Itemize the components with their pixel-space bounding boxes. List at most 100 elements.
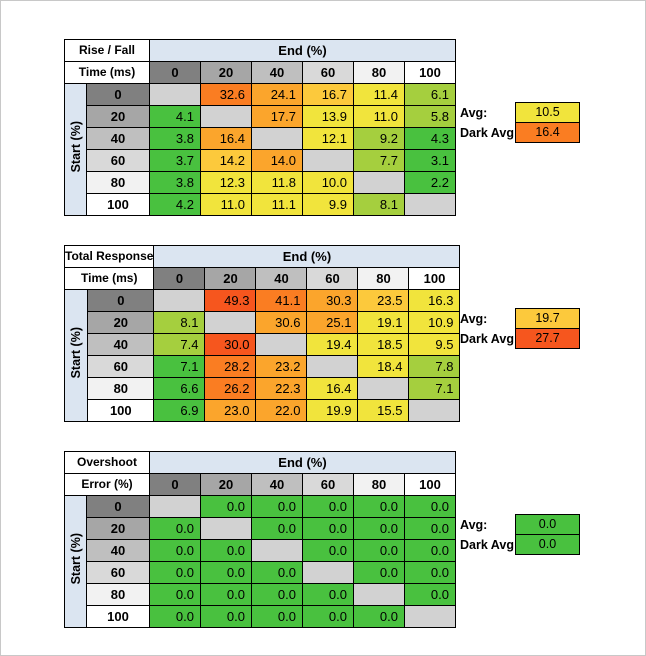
dark-avg-value-box[interactable]: 27.7 <box>515 328 580 349</box>
value-cell[interactable]: 23.2 <box>255 355 308 378</box>
value-cell[interactable]: 0.0 <box>404 539 456 562</box>
value-cell[interactable]: 3.8 <box>149 127 201 150</box>
value-cell[interactable]: 0.0 <box>302 583 354 606</box>
value-cell[interactable]: 0.0 <box>200 605 252 628</box>
diagonal-blank-cell[interactable] <box>302 149 354 172</box>
dark-avg-value-box[interactable]: 16.4 <box>515 122 580 143</box>
value-cell[interactable]: 25.1 <box>306 311 359 334</box>
diagonal-blank-cell[interactable] <box>404 193 456 216</box>
value-cell[interactable]: 7.4 <box>153 333 206 356</box>
value-cell[interactable]: 11.0 <box>353 105 405 128</box>
value-cell[interactable]: 0.0 <box>149 561 201 584</box>
value-cell[interactable]: 6.9 <box>153 399 206 422</box>
value-cell[interactable]: 0.0 <box>200 495 252 518</box>
value-cell[interactable]: 4.1 <box>149 105 201 128</box>
value-cell[interactable]: 22.3 <box>255 377 308 400</box>
value-cell[interactable]: 0.0 <box>353 539 405 562</box>
value-cell[interactable]: 3.1 <box>404 149 456 172</box>
value-cell[interactable]: 0.0 <box>251 561 303 584</box>
value-cell[interactable]: 4.2 <box>149 193 201 216</box>
value-cell[interactable]: 9.2 <box>353 127 405 150</box>
value-cell[interactable]: 4.3 <box>404 127 456 150</box>
value-cell[interactable]: 0.0 <box>353 561 405 584</box>
value-cell[interactable]: 0.0 <box>149 517 201 540</box>
value-cell[interactable]: 0.0 <box>149 605 201 628</box>
diagonal-blank-cell[interactable] <box>149 83 201 106</box>
value-cell[interactable]: 12.3 <box>200 171 252 194</box>
value-cell[interactable]: 10.9 <box>408 311 461 334</box>
value-cell[interactable]: 14.0 <box>251 149 303 172</box>
avg-value-box[interactable]: 19.7 <box>515 308 580 329</box>
diagonal-blank-cell[interactable] <box>408 399 461 422</box>
value-cell[interactable]: 0.0 <box>149 583 201 606</box>
value-cell[interactable]: 28.2 <box>204 355 257 378</box>
value-cell[interactable]: 7.8 <box>408 355 461 378</box>
value-cell[interactable]: 22.0 <box>255 399 308 422</box>
value-cell[interactable]: 0.0 <box>251 583 303 606</box>
value-cell[interactable]: 0.0 <box>302 605 354 628</box>
value-cell[interactable]: 32.6 <box>200 83 252 106</box>
value-cell[interactable]: 0.0 <box>353 605 405 628</box>
value-cell[interactable]: 30.6 <box>255 311 308 334</box>
value-cell[interactable]: 30.0 <box>204 333 257 356</box>
value-cell[interactable]: 6.1 <box>404 83 456 106</box>
diagonal-blank-cell[interactable] <box>357 377 410 400</box>
value-cell[interactable]: 0.0 <box>302 539 354 562</box>
diagonal-blank-cell[interactable] <box>353 171 405 194</box>
value-cell[interactable]: 41.1 <box>255 289 308 312</box>
value-cell[interactable]: 0.0 <box>251 605 303 628</box>
value-cell[interactable]: 0.0 <box>200 539 252 562</box>
value-cell[interactable]: 0.0 <box>302 517 354 540</box>
value-cell[interactable]: 7.7 <box>353 149 405 172</box>
diagonal-blank-cell[interactable] <box>200 105 252 128</box>
value-cell[interactable]: 19.4 <box>306 333 359 356</box>
value-cell[interactable]: 16.7 <box>302 83 354 106</box>
value-cell[interactable]: 26.2 <box>204 377 257 400</box>
value-cell[interactable]: 11.0 <box>200 193 252 216</box>
diagonal-blank-cell[interactable] <box>251 127 303 150</box>
value-cell[interactable]: 19.9 <box>306 399 359 422</box>
value-cell[interactable]: 0.0 <box>353 495 405 518</box>
diagonal-blank-cell[interactable] <box>200 517 252 540</box>
value-cell[interactable]: 6.6 <box>153 377 206 400</box>
value-cell[interactable]: 18.5 <box>357 333 410 356</box>
value-cell[interactable]: 0.0 <box>404 517 456 540</box>
value-cell[interactable]: 49.3 <box>204 289 257 312</box>
value-cell[interactable]: 0.0 <box>200 583 252 606</box>
value-cell[interactable]: 0.0 <box>353 517 405 540</box>
value-cell[interactable]: 0.0 <box>251 495 303 518</box>
value-cell[interactable]: 0.0 <box>200 561 252 584</box>
diagonal-blank-cell[interactable] <box>149 495 201 518</box>
value-cell[interactable]: 17.7 <box>251 105 303 128</box>
value-cell[interactable]: 2.2 <box>404 171 456 194</box>
value-cell[interactable]: 11.1 <box>251 193 303 216</box>
value-cell[interactable]: 11.4 <box>353 83 405 106</box>
value-cell[interactable]: 30.3 <box>306 289 359 312</box>
diagonal-blank-cell[interactable] <box>251 539 303 562</box>
value-cell[interactable]: 23.0 <box>204 399 257 422</box>
dark-avg-value-box[interactable]: 0.0 <box>515 534 580 555</box>
value-cell[interactable]: 23.5 <box>357 289 410 312</box>
diagonal-blank-cell[interactable] <box>255 333 308 356</box>
diagonal-blank-cell[interactable] <box>153 289 206 312</box>
value-cell[interactable]: 16.3 <box>408 289 461 312</box>
value-cell[interactable]: 0.0 <box>404 561 456 584</box>
value-cell[interactable]: 3.7 <box>149 149 201 172</box>
diagonal-blank-cell[interactable] <box>204 311 257 334</box>
value-cell[interactable]: 3.8 <box>149 171 201 194</box>
value-cell[interactable]: 0.0 <box>302 495 354 518</box>
value-cell[interactable]: 0.0 <box>404 583 456 606</box>
diagonal-blank-cell[interactable] <box>306 355 359 378</box>
value-cell[interactable]: 8.1 <box>153 311 206 334</box>
diagonal-blank-cell[interactable] <box>302 561 354 584</box>
value-cell[interactable]: 16.4 <box>306 377 359 400</box>
value-cell[interactable]: 13.9 <box>302 105 354 128</box>
value-cell[interactable]: 19.1 <box>357 311 410 334</box>
value-cell[interactable]: 7.1 <box>408 377 461 400</box>
value-cell[interactable]: 11.8 <box>251 171 303 194</box>
value-cell[interactable]: 8.1 <box>353 193 405 216</box>
value-cell[interactable]: 14.2 <box>200 149 252 172</box>
value-cell[interactable]: 5.8 <box>404 105 456 128</box>
value-cell[interactable]: 12.1 <box>302 127 354 150</box>
avg-value-box[interactable]: 10.5 <box>515 102 580 123</box>
